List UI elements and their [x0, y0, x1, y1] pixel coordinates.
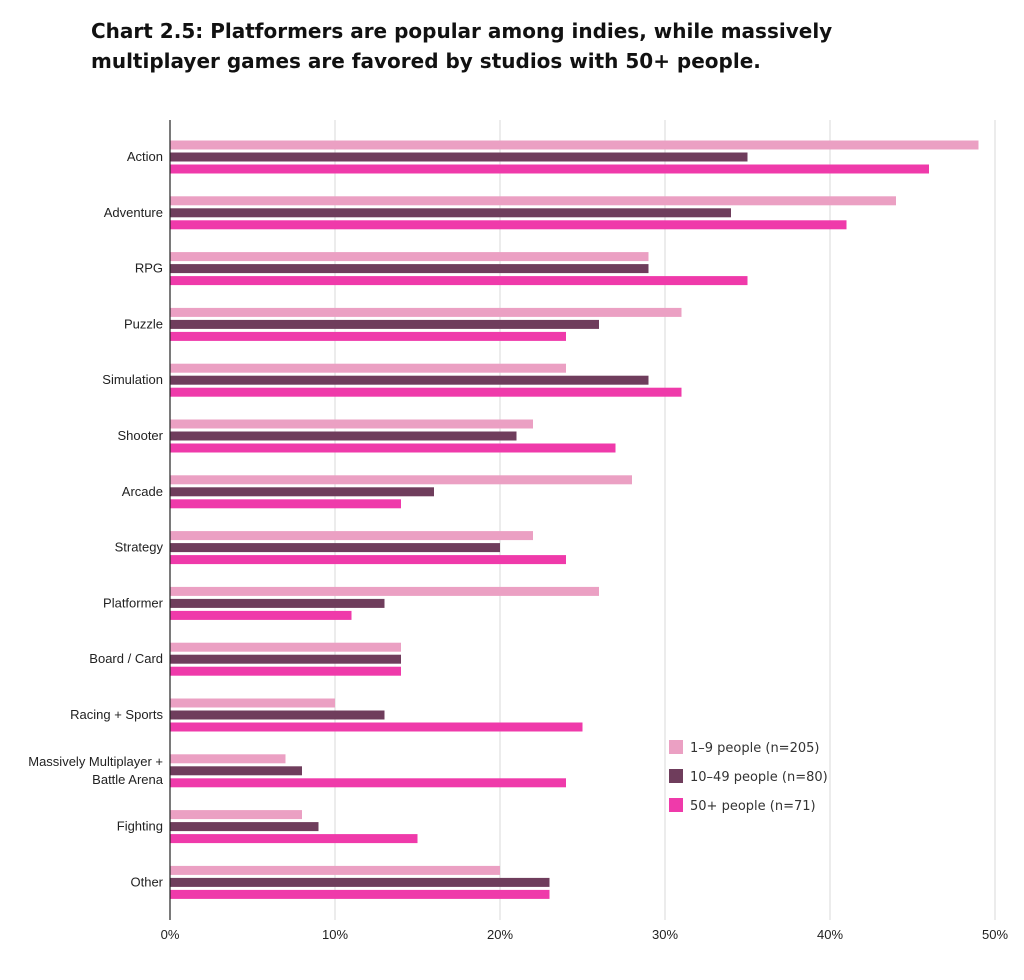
- bar: [170, 475, 632, 485]
- bar: [170, 276, 748, 286]
- bar: [170, 766, 302, 776]
- bar: [170, 208, 731, 218]
- bar: [170, 666, 401, 676]
- bar: [170, 387, 682, 397]
- category-label: Board / Card: [89, 651, 163, 666]
- bar: [170, 543, 500, 553]
- category-label: Adventure: [104, 205, 163, 220]
- category-labels: Action Adventure RPG Puzzle Simulation Shoote…: [28, 149, 164, 889]
- bar: [170, 431, 517, 441]
- bar: [170, 140, 979, 150]
- bar: [170, 598, 385, 608]
- bar: [170, 164, 929, 174]
- bar: [170, 152, 748, 162]
- category-label: Fighting: [117, 819, 163, 834]
- bar: [170, 307, 682, 317]
- bar: [170, 363, 566, 373]
- bar: [170, 889, 550, 899]
- title-line-1: Chart 2.5: Platformers are popular among…: [91, 19, 833, 43]
- bar: [170, 499, 401, 509]
- category-label: Puzzle: [124, 316, 163, 331]
- category-label: Simulation: [102, 372, 163, 387]
- bar: [170, 610, 352, 620]
- x-tick-label: 50%: [982, 927, 1008, 942]
- bar: [170, 822, 319, 832]
- bar: [170, 754, 286, 764]
- category-label: Platformer: [103, 595, 164, 610]
- legend-label: 1–9 people (n=205): [690, 741, 819, 756]
- x-tick-label: 20%: [487, 927, 513, 942]
- x-tick-labels: 0% 10% 20% 30% 40% 50%: [161, 927, 1009, 942]
- category-label: Other: [130, 874, 163, 889]
- chart-title: Chart 2.5: Platformers are popular among…: [91, 16, 991, 76]
- bar: [170, 375, 649, 385]
- bar: [170, 419, 533, 429]
- x-tick-label: 10%: [322, 927, 348, 942]
- gridlines: [334, 120, 996, 920]
- legend-label: 50+ people (n=71): [690, 799, 816, 814]
- category-label: Massively Multiplayer + Battle Arena: [28, 754, 164, 787]
- bar: [170, 487, 434, 497]
- legend-swatch: [669, 798, 683, 812]
- bar: [170, 810, 302, 820]
- bar: [170, 252, 649, 262]
- legend: 1–9 people (n=205) 10–49 people (n=80) 50+…: [669, 740, 828, 814]
- bar: [170, 722, 583, 732]
- bar: [170, 443, 616, 453]
- bars: [170, 140, 979, 899]
- bar: [170, 698, 335, 708]
- x-tick-label: 40%: [817, 927, 843, 942]
- bar: [170, 331, 566, 341]
- category-label: RPG: [135, 261, 163, 276]
- x-tick-label: 30%: [652, 927, 678, 942]
- bar: [170, 586, 599, 596]
- bar: [170, 865, 500, 875]
- bar: [170, 220, 847, 230]
- bar: [170, 642, 401, 652]
- bar: [170, 834, 418, 844]
- bar: [170, 778, 566, 788]
- bar: [170, 196, 896, 206]
- category-label: Arcade: [122, 484, 163, 499]
- category-label: Action: [127, 149, 163, 164]
- bar: [170, 710, 385, 720]
- category-label: Strategy: [115, 540, 164, 555]
- bar: [170, 555, 566, 565]
- category-label: Racing + Sports: [70, 707, 163, 722]
- legend-swatch: [669, 769, 683, 783]
- bar: [170, 531, 533, 541]
- legend-swatch: [669, 740, 683, 754]
- bar: [170, 264, 649, 274]
- bar: [170, 319, 599, 329]
- x-tick-label: 0%: [161, 927, 180, 942]
- bar: [170, 877, 550, 887]
- category-label: Shooter: [117, 428, 163, 443]
- title-line-2: multiplayer games are favored by studios…: [91, 49, 761, 73]
- bar: [170, 654, 401, 664]
- legend-label: 10–49 people (n=80): [690, 770, 828, 785]
